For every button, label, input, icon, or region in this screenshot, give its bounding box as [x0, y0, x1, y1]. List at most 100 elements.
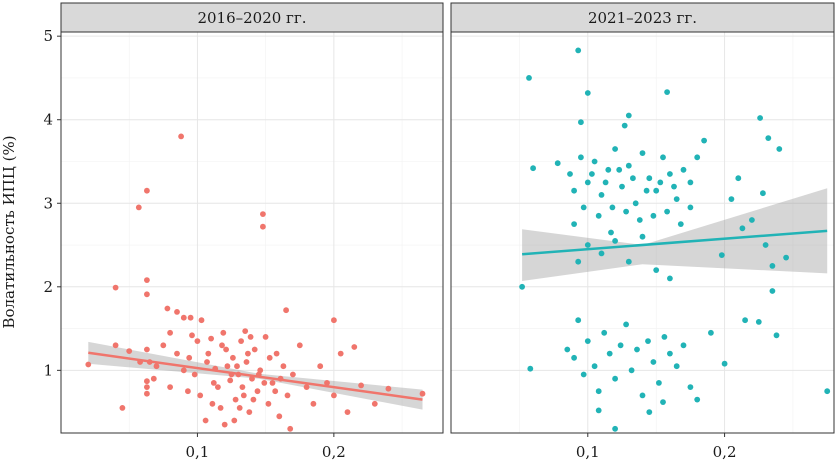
- data-point: [247, 334, 254, 340]
- data-point: [198, 317, 205, 324]
- data-point: [180, 314, 187, 321]
- data-point: [660, 399, 666, 405]
- data-point: [584, 242, 591, 248]
- data-point: [584, 179, 591, 186]
- data-point: [221, 421, 228, 428]
- data-point: [287, 425, 294, 432]
- data-point: [645, 338, 651, 344]
- data-point: [595, 407, 602, 414]
- data-point: [119, 405, 126, 411]
- data-point: [144, 390, 150, 397]
- data-point: [578, 119, 584, 126]
- data-point: [824, 388, 831, 395]
- data-point: [135, 204, 142, 211]
- data-point: [358, 382, 364, 389]
- data-point: [112, 284, 119, 291]
- data-point: [609, 204, 616, 211]
- data-point: [254, 388, 261, 395]
- data-point: [186, 354, 193, 361]
- data-point: [85, 361, 92, 368]
- data-point: [337, 350, 344, 357]
- data-point: [591, 158, 598, 165]
- data-point: [608, 229, 614, 236]
- data-point: [667, 275, 673, 282]
- facet-strip-title: 2021–2023 гг.: [588, 9, 697, 27]
- data-point: [773, 332, 780, 339]
- data-point: [227, 377, 234, 384]
- x-tick-label: 0,1: [576, 443, 600, 461]
- data-point: [261, 380, 268, 386]
- data-point: [331, 317, 337, 324]
- data-point: [677, 221, 684, 228]
- data-point: [575, 47, 582, 54]
- data-point: [630, 175, 636, 182]
- data-point: [144, 384, 150, 390]
- data-point: [527, 365, 534, 372]
- data-point: [757, 115, 763, 121]
- data-point: [232, 396, 239, 403]
- data-point: [762, 242, 769, 248]
- data-point: [371, 400, 378, 407]
- data-point: [625, 162, 632, 169]
- data-point: [749, 217, 755, 223]
- panel-background: [451, 32, 834, 433]
- data-point: [180, 367, 187, 374]
- data-point: [167, 384, 174, 390]
- y-tick-label: 3: [43, 194, 53, 212]
- facet-strip: [60, 2, 444, 33]
- facet-panel-1: 2016–2020 гг. 0,1 0,2 1 2 3 4 5: [43, 2, 444, 461]
- data-point: [220, 329, 227, 336]
- data-point: [187, 314, 194, 321]
- data-point: [616, 166, 623, 173]
- data-point: [718, 252, 725, 258]
- data-point: [612, 146, 618, 152]
- data-point: [174, 350, 180, 357]
- data-point: [776, 146, 783, 152]
- data-point: [575, 258, 582, 265]
- data-point: [661, 334, 668, 340]
- data-point: [144, 277, 150, 283]
- data-point: [769, 263, 776, 269]
- data-point: [760, 190, 766, 197]
- data-point: [612, 425, 618, 432]
- data-point: [519, 283, 525, 290]
- data-point: [632, 200, 639, 207]
- data-point: [687, 204, 694, 211]
- data-point: [783, 254, 789, 261]
- data-point: [344, 409, 351, 415]
- data-point: [664, 208, 670, 215]
- data-point: [144, 378, 150, 385]
- data-point: [612, 238, 618, 244]
- facet-panel-2: 2021–2023 гг. 0,1 0,2: [450, 2, 835, 461]
- y-axis-title: Волатильность ИПЦ (%): [0, 135, 18, 328]
- data-point: [589, 171, 595, 177]
- data-point: [283, 307, 289, 314]
- data-point: [303, 384, 310, 390]
- data-point: [687, 179, 694, 186]
- data-point: [208, 335, 215, 342]
- data-point: [266, 354, 273, 361]
- data-point: [272, 388, 279, 395]
- data-point: [223, 346, 230, 353]
- data-point: [260, 223, 266, 230]
- data-point: [667, 171, 673, 177]
- data-point: [554, 160, 561, 167]
- data-point: [526, 75, 532, 81]
- data-point: [262, 334, 269, 340]
- facet-strip: [450, 2, 835, 33]
- data-point: [739, 225, 746, 232]
- data-point: [580, 204, 587, 211]
- data-point: [215, 384, 221, 390]
- data-point: [575, 317, 582, 324]
- data-point: [191, 371, 198, 378]
- data-point: [598, 192, 605, 198]
- data-point: [153, 363, 160, 370]
- data-point: [324, 380, 330, 386]
- trend-line: [522, 229, 828, 256]
- data-point: [650, 212, 657, 219]
- data-point: [623, 321, 629, 328]
- data-point: [664, 89, 670, 95]
- data-point: [621, 122, 628, 129]
- data-point: [250, 396, 257, 403]
- data-point: [646, 175, 653, 182]
